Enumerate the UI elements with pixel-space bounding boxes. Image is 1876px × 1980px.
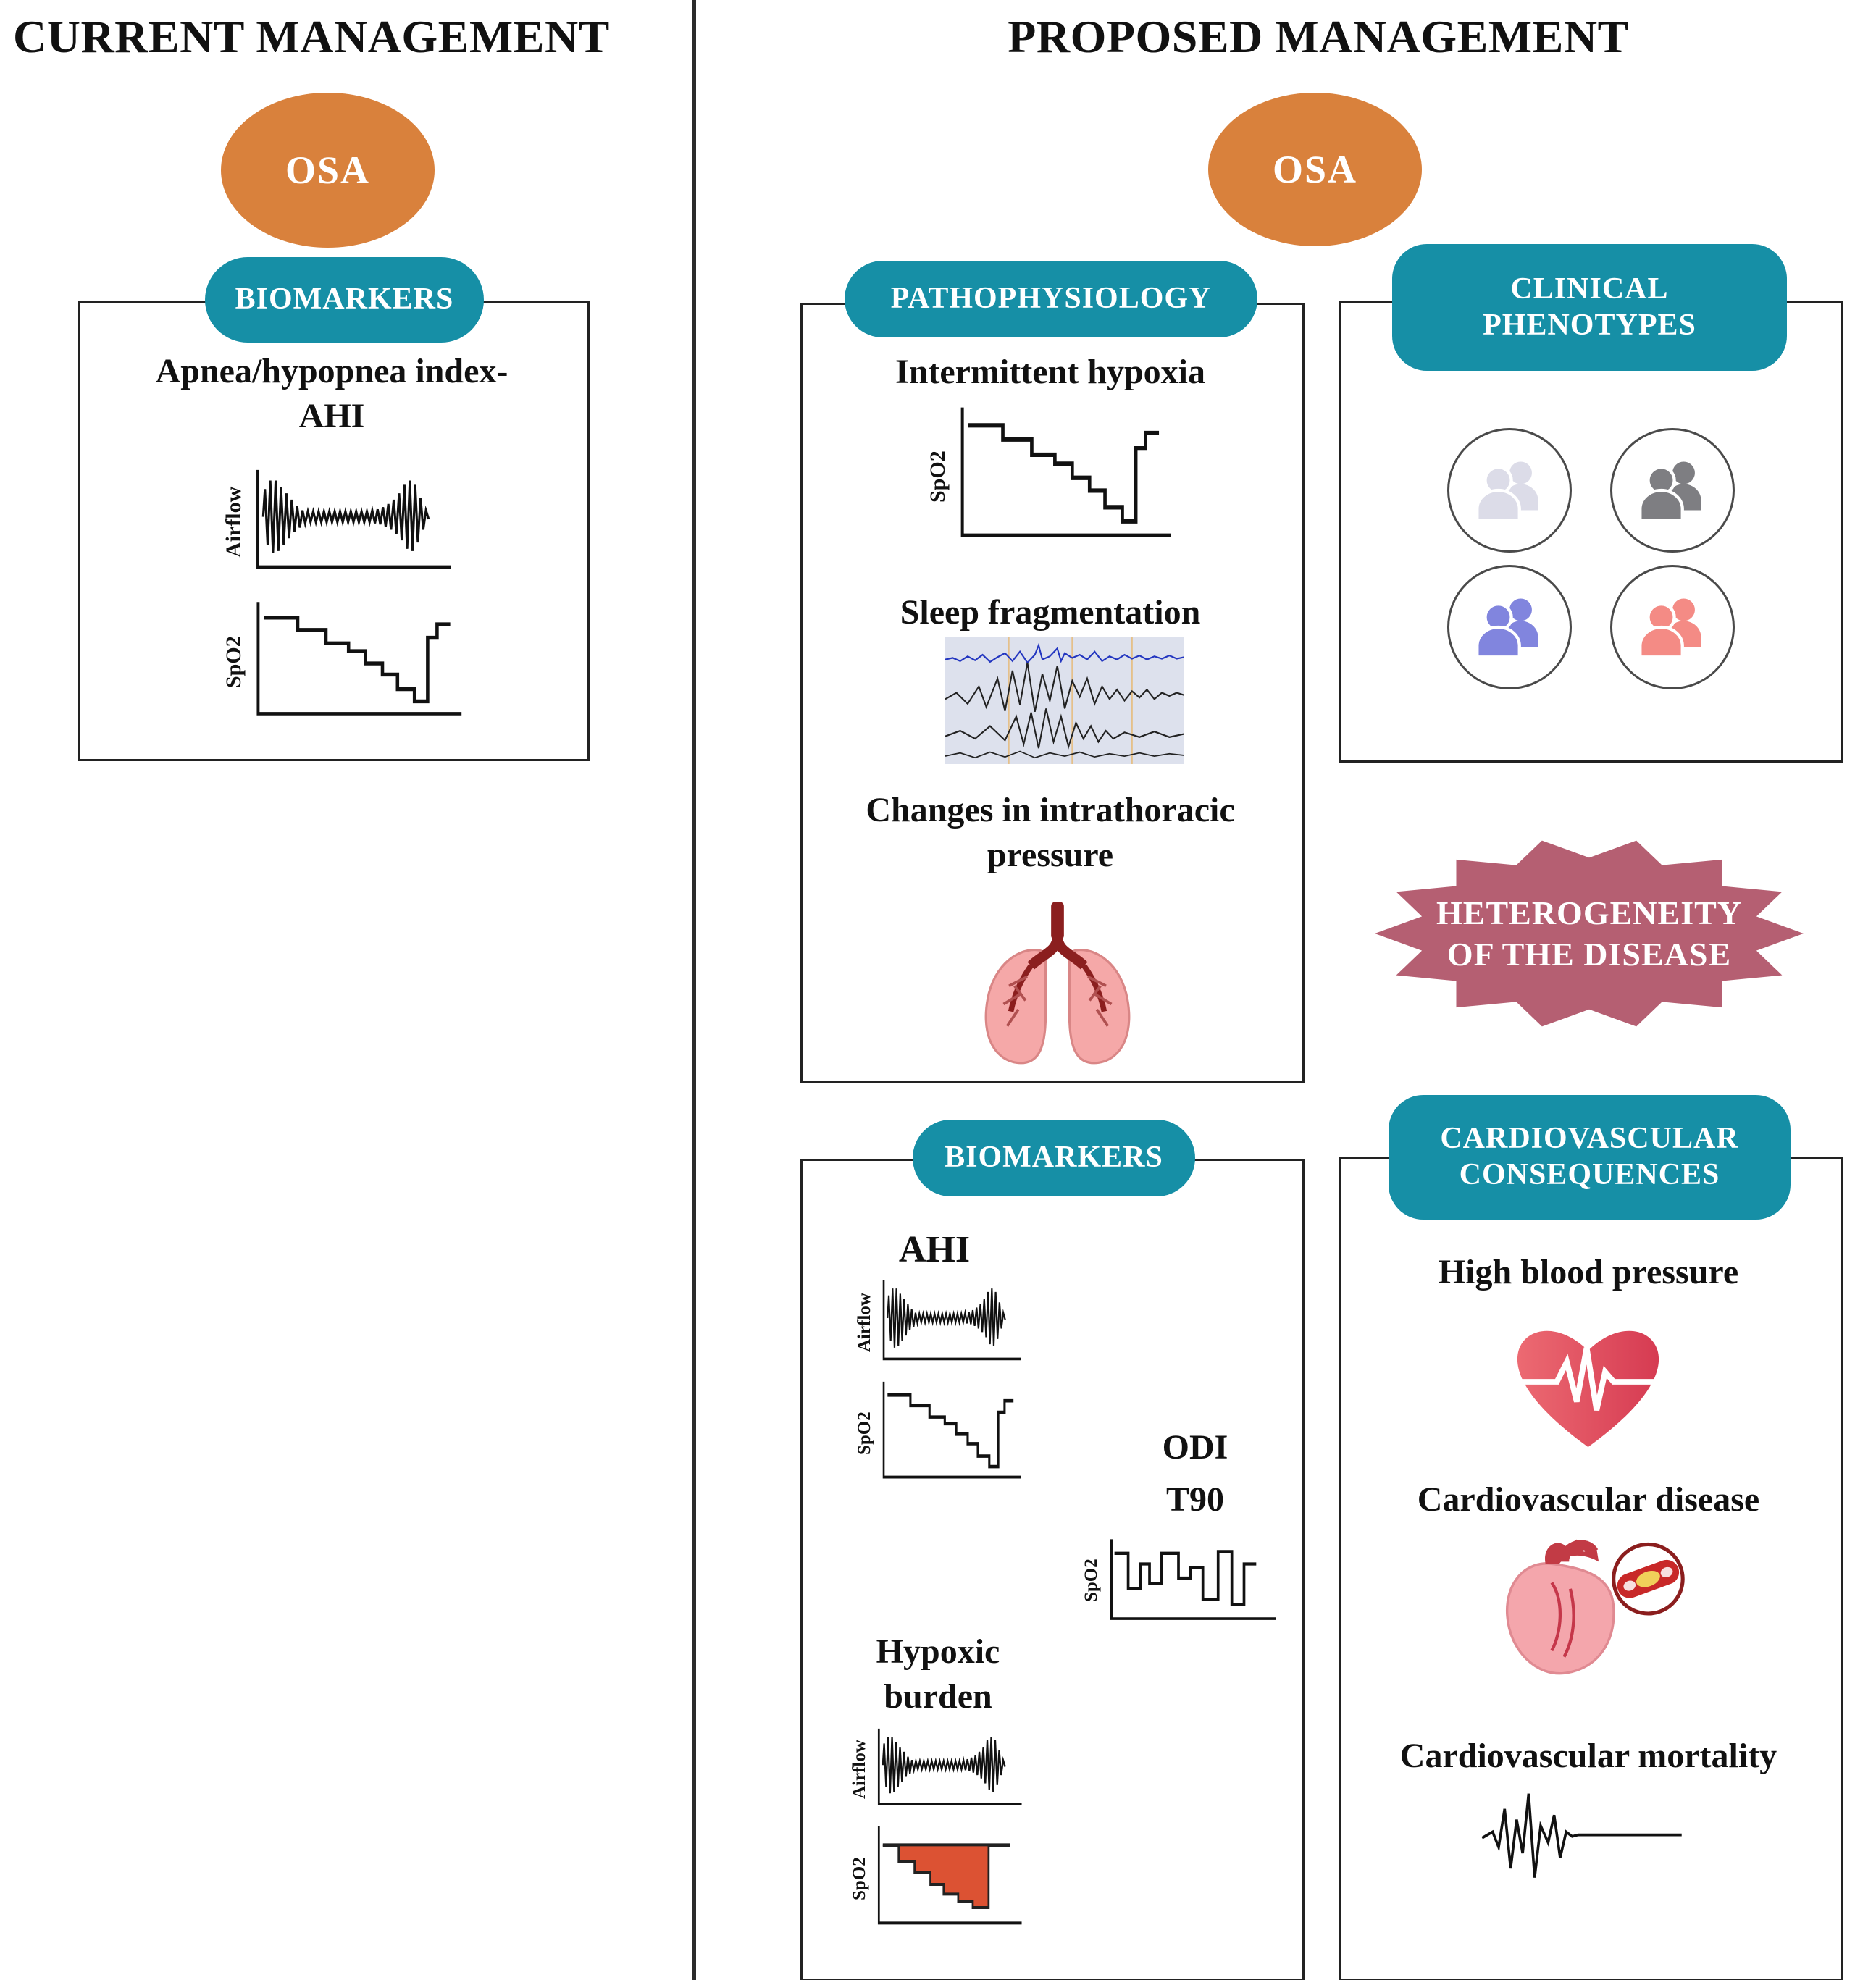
cardio-pill-line2: CONSEQUENCES xyxy=(1459,1158,1720,1191)
people-group-icon xyxy=(1638,598,1701,659)
heterogeneity-line2: OF THE DISEASE xyxy=(1446,936,1732,973)
biomarkers-pill-proposed: BIOMARKERS xyxy=(913,1120,1195,1196)
cardiovascular-panel xyxy=(1339,1157,1843,1980)
cardiovascular-disease-label: Cardiovascular disease xyxy=(1417,1480,1760,1519)
airflow-waveform-icon xyxy=(877,1727,1023,1805)
intrathoracic-line1: Changes in intrathoracic xyxy=(866,791,1235,829)
spo2-curve-icon xyxy=(955,400,1176,553)
biomarkers-pill-current: BIOMARKERS xyxy=(205,257,484,343)
eeg-panel xyxy=(945,637,1185,764)
phenotype-circle-1 xyxy=(1447,428,1572,553)
airflow-chart-current: Airflow xyxy=(217,463,456,581)
airflow-waveform-icon xyxy=(882,1278,1023,1361)
heart-ecg-icon xyxy=(1517,1330,1659,1448)
current-biomarkers-panel xyxy=(78,301,590,761)
ecg-flatline-icon xyxy=(1481,1793,1682,1878)
spo2-chart-ahi: SpO2 xyxy=(851,1376,1025,1490)
ahi-heading: Apnea/hypopnea index- AHI xyxy=(78,349,585,440)
people-group-icon xyxy=(1475,598,1538,659)
heart-ecg-illustration xyxy=(1503,1305,1673,1459)
spo2-curve-icon xyxy=(879,1376,1025,1490)
lungs-illustration xyxy=(960,898,1155,1072)
people-group-icon xyxy=(1475,461,1538,522)
odi-label: ODI xyxy=(1162,1428,1228,1467)
pathophysiology-pill: PATHOPHYSIOLOGY xyxy=(845,261,1257,337)
spo2-axis-label: SpO2 xyxy=(855,1411,874,1455)
heterogeneity-line1: HETEROGENEITY xyxy=(1436,894,1742,931)
heart-artery-illustration xyxy=(1478,1527,1688,1700)
ecg-mortality-illustration xyxy=(1478,1783,1688,1897)
intermittent-hypoxia-label: Intermittent hypoxia xyxy=(895,353,1205,391)
spo2-axis-label: SpO2 xyxy=(222,636,246,689)
airflow-waveform-icon xyxy=(251,463,456,581)
airflow-chart-hypoxic: Airflow xyxy=(846,1724,1026,1815)
heart-artery-icon xyxy=(1506,1539,1685,1675)
ahi-heading-line2: AHI xyxy=(298,397,365,436)
airflow-axis-label: Airflow xyxy=(850,1740,869,1799)
intrathoracic-label: Changes in intrathoracic pressure xyxy=(800,788,1300,878)
eeg-traces-icon xyxy=(945,637,1185,764)
current-management-title: CURRENT MANAGEMENT xyxy=(13,11,610,62)
spo2-axis-label: SpO2 xyxy=(926,450,950,503)
lungs-icon xyxy=(984,902,1131,1065)
airflow-axis-label: Airflow xyxy=(222,486,246,558)
sleep-fragmentation-label: Sleep fragmentation xyxy=(900,593,1201,632)
hypoxic-burden-label: Hypoxic burden xyxy=(840,1629,1036,1720)
spo2-chart-hypoxic-burden: SpO2 xyxy=(846,1821,1026,1937)
spo2-chart-odi: SpO2 xyxy=(1078,1534,1281,1627)
clinical-phenotypes-panel xyxy=(1339,301,1843,763)
biomarkers-pill-label: BIOMARKERS xyxy=(235,282,454,316)
cardiovascular-pill: CARDIOVASCULAR CONSEQUENCES xyxy=(1389,1095,1791,1220)
osa-label: OSA xyxy=(285,148,371,192)
cardiovascular-mortality-label: Cardiovascular mortality xyxy=(1399,1737,1777,1775)
ahi-heading-line1: Apnea/hypopnea index- xyxy=(155,352,508,390)
airflow-chart-ahi: Airflow xyxy=(851,1275,1025,1370)
hypoxic-line2: burden xyxy=(884,1677,992,1716)
ahi-label: AHI xyxy=(898,1229,971,1270)
osa-node-proposed: OSA xyxy=(1208,93,1422,246)
spo2-axis-label: SpO2 xyxy=(850,1857,869,1900)
phenotype-circle-2 xyxy=(1610,428,1735,553)
proposed-management-title: PROPOSED MANAGEMENT xyxy=(1008,11,1629,62)
hypoxic-line1: Hypoxic xyxy=(876,1632,1000,1671)
high-blood-pressure-label: High blood pressure xyxy=(1438,1253,1739,1291)
osa-node-current: OSA xyxy=(221,93,435,248)
intrathoracic-line2: pressure xyxy=(987,836,1114,875)
spo2-square-wave-icon xyxy=(1110,1539,1276,1620)
clinical-pill-line1: CLINICAL xyxy=(1510,272,1669,306)
pathophysiology-pill-label: PATHOPHYSIOLOGY xyxy=(890,282,1212,316)
clinical-phenotypes-pill: CLINICAL PHENOTYPES xyxy=(1392,244,1787,371)
cardio-pill-line1: CARDIOVASCULAR xyxy=(1440,1122,1739,1156)
spo2-curve-icon xyxy=(251,595,467,729)
spo2-chart-hypoxia: SpO2 xyxy=(921,400,1176,553)
airflow-axis-label: Airflow xyxy=(855,1293,874,1352)
phenotype-circle-4 xyxy=(1610,565,1735,689)
spo2-chart-current: SpO2 xyxy=(217,595,467,729)
biomarkers-pill-label: BIOMARKERS xyxy=(945,1141,1163,1175)
column-divider xyxy=(692,0,696,1980)
clinical-pill-line2: PHENOTYPES xyxy=(1483,308,1696,342)
spo2-axis-label: SpO2 xyxy=(1081,1559,1101,1602)
t90-label: T90 xyxy=(1165,1480,1224,1519)
phenotype-circle-3 xyxy=(1447,565,1572,689)
osa-label: OSA xyxy=(1272,148,1358,191)
heterogeneity-starburst: HETEROGENEITY OF THE DISEASE xyxy=(1375,840,1804,1027)
spo2-hypoxic-burden-icon xyxy=(877,1826,1022,1925)
people-group-icon xyxy=(1638,461,1701,522)
